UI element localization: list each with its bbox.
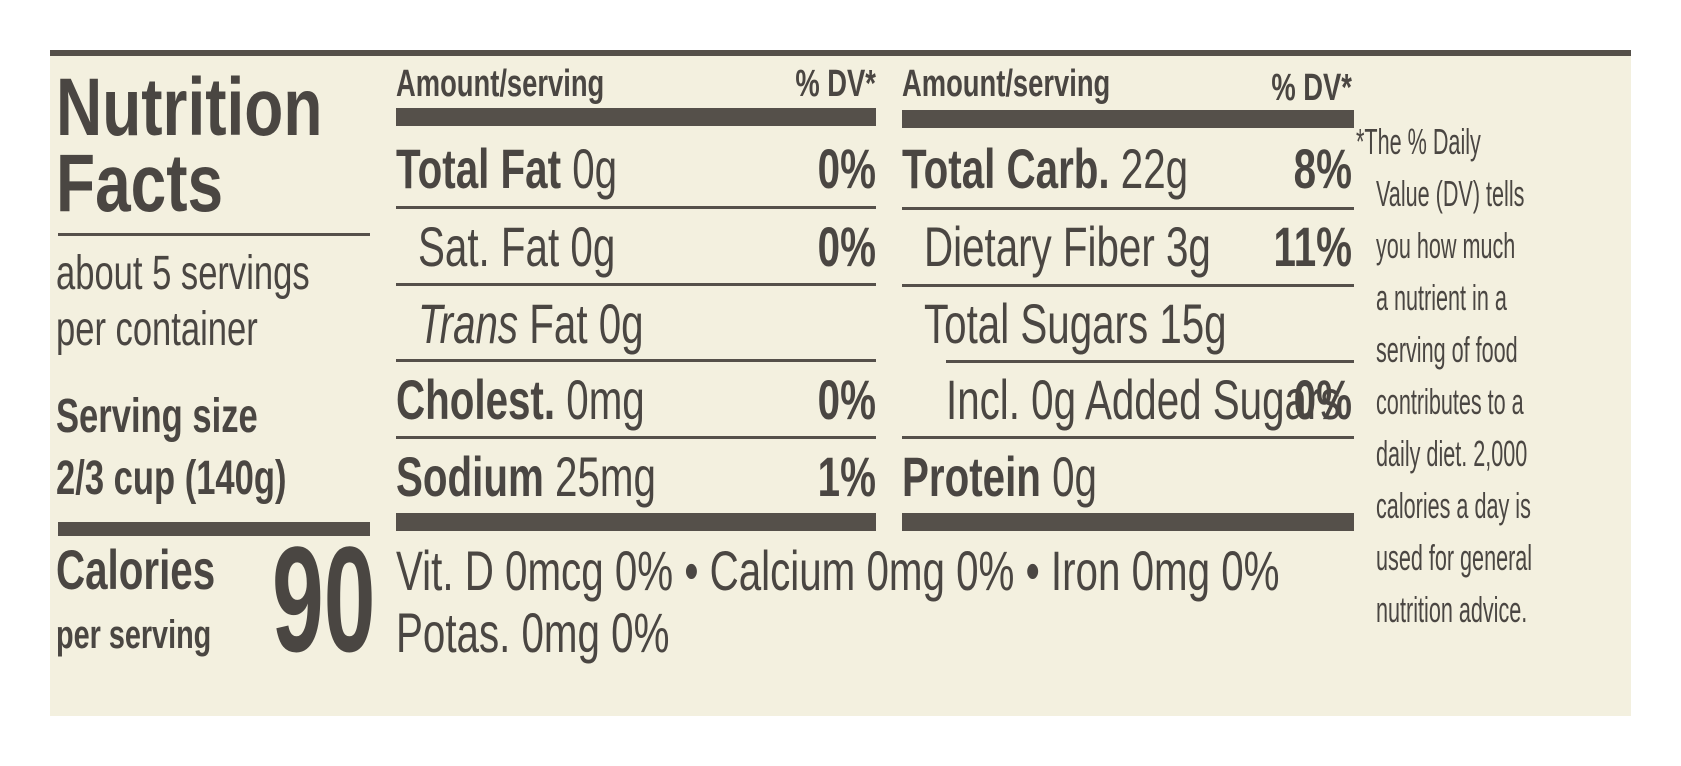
per-serving-text: per serving <box>56 613 212 657</box>
row-divider <box>396 283 876 286</box>
calories-text: Calories <box>56 538 216 601</box>
servings-line2: per container <box>56 303 258 356</box>
sodium-name: Sodium <box>396 445 544 508</box>
title-line2: Facts <box>56 138 224 229</box>
sugars-row: Total Sugars 15g <box>924 293 1344 355</box>
total-carb-dv-text: 8% <box>1293 137 1352 200</box>
row-divider <box>396 436 876 439</box>
left-bottom-bar <box>396 513 876 531</box>
protein-amount: 0g <box>1052 445 1097 508</box>
row-divider <box>946 360 1354 363</box>
calories-divider <box>58 522 370 536</box>
left-dv-header-text: % DV* <box>795 63 876 105</box>
title-divider <box>58 233 370 236</box>
sat-fat-row: Sat. Fat 0g <box>418 216 692 278</box>
cholesterol-amount: 0mg <box>566 368 645 431</box>
right-header-bar <box>902 110 1354 128</box>
calories-sublabel: per serving <box>56 612 272 658</box>
serving-size: Serving size 2/3 cup (140g) <box>56 386 376 510</box>
fiber-name: Dietary Fiber <box>924 215 1155 278</box>
added-sugars-dv: 0% <box>1230 369 1352 431</box>
total-fat-row: Total Fat 0g <box>396 138 703 200</box>
fiber-dv-text: 11% <box>1273 215 1352 278</box>
sugars-name: Total Sugars <box>924 292 1149 355</box>
vitamins-line2-text: Potas. 0mg 0% <box>396 601 670 664</box>
nutrition-panel: Nutrition Facts about 5 servings per con… <box>50 50 1631 716</box>
vitamins-line1-text: Vit. D 0mcg 0% • Calcium 0mg 0% • Iron 0… <box>396 539 1280 602</box>
footnote-line: a nutrient in a <box>1376 277 1507 318</box>
title: Nutrition Facts <box>56 62 398 229</box>
servings-per-container: about 5 servings per container <box>56 246 408 358</box>
title-line1: Nutrition <box>56 62 323 153</box>
trans-fat-row: Trans Fat 0g <box>418 293 731 355</box>
left-amount-header-text: Amount/serving <box>396 63 605 105</box>
right-dv-header-text: % DV* <box>1271 67 1352 109</box>
serving-size-label: Serving size <box>56 390 258 443</box>
fiber-dv: 11% <box>1230 216 1352 278</box>
fiber-row: Dietary Fiber 3g <box>924 216 1322 278</box>
sat-fat-name: Sat. Fat <box>418 215 560 278</box>
row-divider <box>396 206 876 209</box>
footnote-line: nutrition advice. <box>1376 589 1528 630</box>
sodium-dv-text: 1% <box>817 445 876 508</box>
calories-value: 90 <box>272 524 439 674</box>
sat-fat-dv-text: 0% <box>817 215 876 278</box>
footnote-line: serving of food <box>1376 329 1518 370</box>
footnote-line: daily diet. 2,000 <box>1376 433 1528 474</box>
vitamins-line2: Potas. 0mg 0% <box>396 602 776 664</box>
footnote-line: contributes to a <box>1376 381 1524 422</box>
sat-fat-amount: 0g <box>570 215 616 278</box>
right-amount-header: Amount/serving <box>902 62 1191 106</box>
row-divider <box>902 207 1354 210</box>
footnote-line: Value (DV) tells <box>1376 173 1525 214</box>
added-sugars-name: Incl. 0g Added Sugars <box>946 368 1341 431</box>
right-dv-header: % DV* <box>1230 66 1352 110</box>
protein-row: Protein 0g <box>902 446 1173 508</box>
sodium-row: Sodium 25mg <box>396 446 757 508</box>
total-carb-amount: 22g <box>1120 137 1189 200</box>
row-divider <box>902 436 1354 439</box>
added-sugars-row: Incl. 0g Added Sugars <box>946 369 1494 431</box>
footnote-line: you how much <box>1376 225 1516 266</box>
left-header-bar <box>396 108 876 126</box>
left-dv-header: % DV* <box>750 62 876 106</box>
footnote-line: used for general <box>1376 537 1533 578</box>
calories-label: Calories <box>56 540 277 600</box>
sat-fat-dv: 0% <box>750 216 876 278</box>
cholesterol-row: Cholest. 0mg <box>396 369 741 431</box>
serving-size-value: 2/3 cup (140g) <box>56 452 287 505</box>
added-sugars-dv-text: 0% <box>1293 368 1352 431</box>
sugars-amount: 15g <box>1159 292 1227 355</box>
total-carb-row: Total Carb. 22g <box>902 138 1299 200</box>
calories-number: 90 <box>272 515 376 683</box>
left-amount-header: Amount/serving <box>396 62 685 106</box>
total-carb-name: Total Carb. <box>902 137 1110 200</box>
cholesterol-dv: 0% <box>750 369 876 431</box>
total-fat-dv: 0% <box>750 138 876 200</box>
row-divider <box>902 284 1354 287</box>
protein-name: Protein <box>902 445 1041 508</box>
right-bottom-bar <box>902 513 1354 531</box>
total-fat-dv-text: 0% <box>817 137 876 200</box>
fiber-amount: 3g <box>1165 215 1211 278</box>
dv-footnote: *The % Daily Value (DV) tells you how mu… <box>1356 116 1636 636</box>
cholesterol-name: Cholest. <box>396 368 556 431</box>
trans-fat-name: Trans <box>418 292 519 355</box>
servings-line1: about 5 servings <box>56 247 310 300</box>
total-fat-name: Total Fat <box>396 137 562 200</box>
row-divider <box>396 359 876 362</box>
vitamins-line1: Vit. D 0mcg 0% • Calcium 0mg 0% • Iron 0… <box>396 540 1623 602</box>
footnote-line: calories a day is <box>1376 485 1531 526</box>
sodium-amount: 25mg <box>555 445 656 508</box>
right-amount-header-text: Amount/serving <box>902 63 1111 105</box>
total-carb-dv: 8% <box>1230 138 1352 200</box>
total-fat-amount: 0g <box>572 137 618 200</box>
trans-fat-amount: Fat 0g <box>529 292 644 355</box>
cholesterol-dv-text: 0% <box>817 368 876 431</box>
footnote-line: *The % Daily <box>1356 121 1481 162</box>
sodium-dv: 1% <box>750 446 876 508</box>
